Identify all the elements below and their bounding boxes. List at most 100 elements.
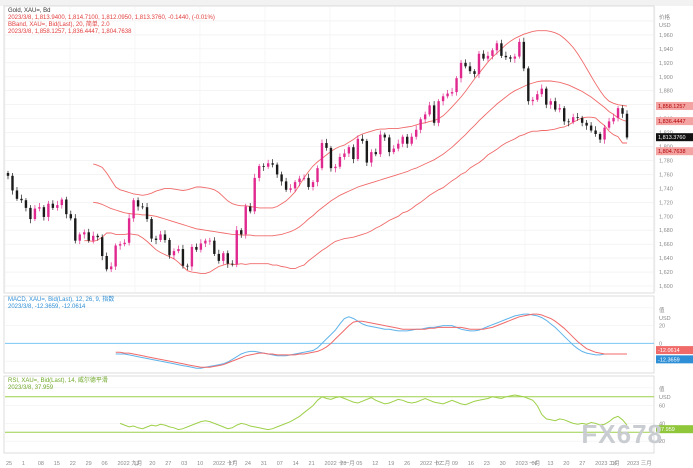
date-tick-label: 02 [436, 461, 442, 467]
date-tick-label: 09 [452, 461, 458, 467]
macd-header-values: 2023/3/8, -12.3659, -12.0614 [8, 304, 86, 310]
candle-body [441, 96, 445, 102]
candle-body [257, 166, 261, 178]
candle-body [127, 218, 131, 243]
candle-body [585, 122, 588, 126]
date-tick-label: 19 [388, 461, 394, 467]
price-tag-upper: 1,858.1257 [658, 104, 686, 110]
candle-body [316, 168, 319, 183]
bband-header-params: BBand, XAU=, Bid(Last), 20, 简单, 2.0 [8, 22, 110, 28]
candle-body [580, 117, 584, 123]
candle-body [563, 108, 566, 122]
candle-body [87, 232, 90, 241]
candle-body [554, 101, 557, 110]
rsi-header-params: RSI, XAU=, Bid(Last), 14, 威尔德平滑 [8, 378, 108, 384]
candle-body [123, 242, 126, 245]
candle-body [491, 50, 494, 56]
macd-line [115, 313, 627, 369]
date-tick-label: 26 [404, 461, 410, 467]
rsi-tick-label: 60 [659, 404, 665, 410]
date-tick-label: 28 [340, 461, 346, 467]
price-tick-label: 1,940 [659, 47, 673, 53]
rsi-line [119, 394, 628, 431]
price-tick-label: 1,920 [659, 61, 673, 67]
candle-body [621, 108, 624, 114]
candle-body [343, 153, 346, 157]
candle-body [262, 166, 265, 167]
bband-middle-line [93, 80, 628, 237]
candle-body [298, 178, 301, 183]
date-tick-label: 22 [70, 461, 76, 467]
date-tick-label: 29 [86, 461, 92, 467]
candle-body [446, 93, 449, 97]
candle-body [307, 177, 310, 187]
candle-body [365, 140, 369, 163]
candle-body [388, 137, 391, 153]
bband-lower-line [84, 116, 627, 274]
candle-body [289, 188, 292, 190]
candle-body [352, 147, 355, 160]
candle-body [625, 113, 629, 138]
candle-body [56, 205, 59, 208]
candle-body [338, 156, 342, 167]
candle-body [69, 214, 72, 219]
price-header-symbol: Gold, XAU=, Bd [8, 8, 51, 14]
candle-body [240, 230, 243, 235]
candle-body [145, 207, 149, 220]
candle-body [370, 152, 373, 163]
date-tick-label: 06 [102, 461, 108, 467]
date-tick-label: 23 [484, 461, 490, 467]
candle-body [33, 208, 37, 220]
price-tick-label: 1,740 [659, 186, 673, 192]
candle-body [6, 173, 10, 176]
candle-body [132, 200, 135, 219]
candle-body [186, 265, 189, 267]
candle-body [96, 235, 99, 238]
candle-body [47, 203, 50, 217]
candle-body [406, 136, 409, 144]
candle-body [92, 235, 95, 241]
date-tick-label: 15 [54, 461, 60, 467]
candle-body [567, 121, 570, 123]
candle-body [518, 41, 521, 57]
date-tick-label: 17 [229, 461, 235, 467]
candle-body [100, 237, 104, 257]
macd-lines [115, 313, 627, 369]
price-tick-label: 1,600 [659, 284, 673, 290]
candle-body [464, 62, 467, 67]
candle-body [477, 53, 481, 74]
candle-body [177, 249, 180, 252]
candle-body [482, 53, 485, 59]
candle-body [616, 108, 620, 118]
date-tick-label: 14 [293, 461, 299, 467]
price-tag-last: 1,813.3760 [658, 135, 686, 141]
candle-body [29, 207, 32, 220]
candle-body [42, 207, 46, 217]
candle-body [522, 41, 526, 69]
candle-body [598, 133, 602, 140]
candle-body [105, 256, 108, 270]
price-axis: 价格USD1,9601,9401,9201,9001,8801,8601,840… [659, 13, 673, 290]
candle-body [109, 266, 113, 270]
candle-body [114, 245, 117, 267]
candle-body [208, 240, 212, 242]
date-tick-label: 25 [6, 461, 12, 467]
candle-body [612, 117, 615, 122]
candle-body [347, 147, 351, 154]
date-tick-label: 20 [563, 461, 569, 467]
candle-body [154, 238, 158, 240]
price-tag-last-bg [656, 133, 693, 142]
macd-tag-signal-bg [656, 346, 693, 355]
price-panel-frame [3, 5, 655, 294]
candle-body [199, 243, 203, 250]
date-tick-label: 06 [531, 461, 537, 467]
date-tick-label: 10 [197, 461, 203, 467]
candle-body [361, 138, 364, 141]
candle-body [603, 127, 606, 140]
date-tick-label: 13 [547, 461, 553, 467]
candle-body [181, 249, 185, 266]
candle-body [78, 234, 81, 241]
